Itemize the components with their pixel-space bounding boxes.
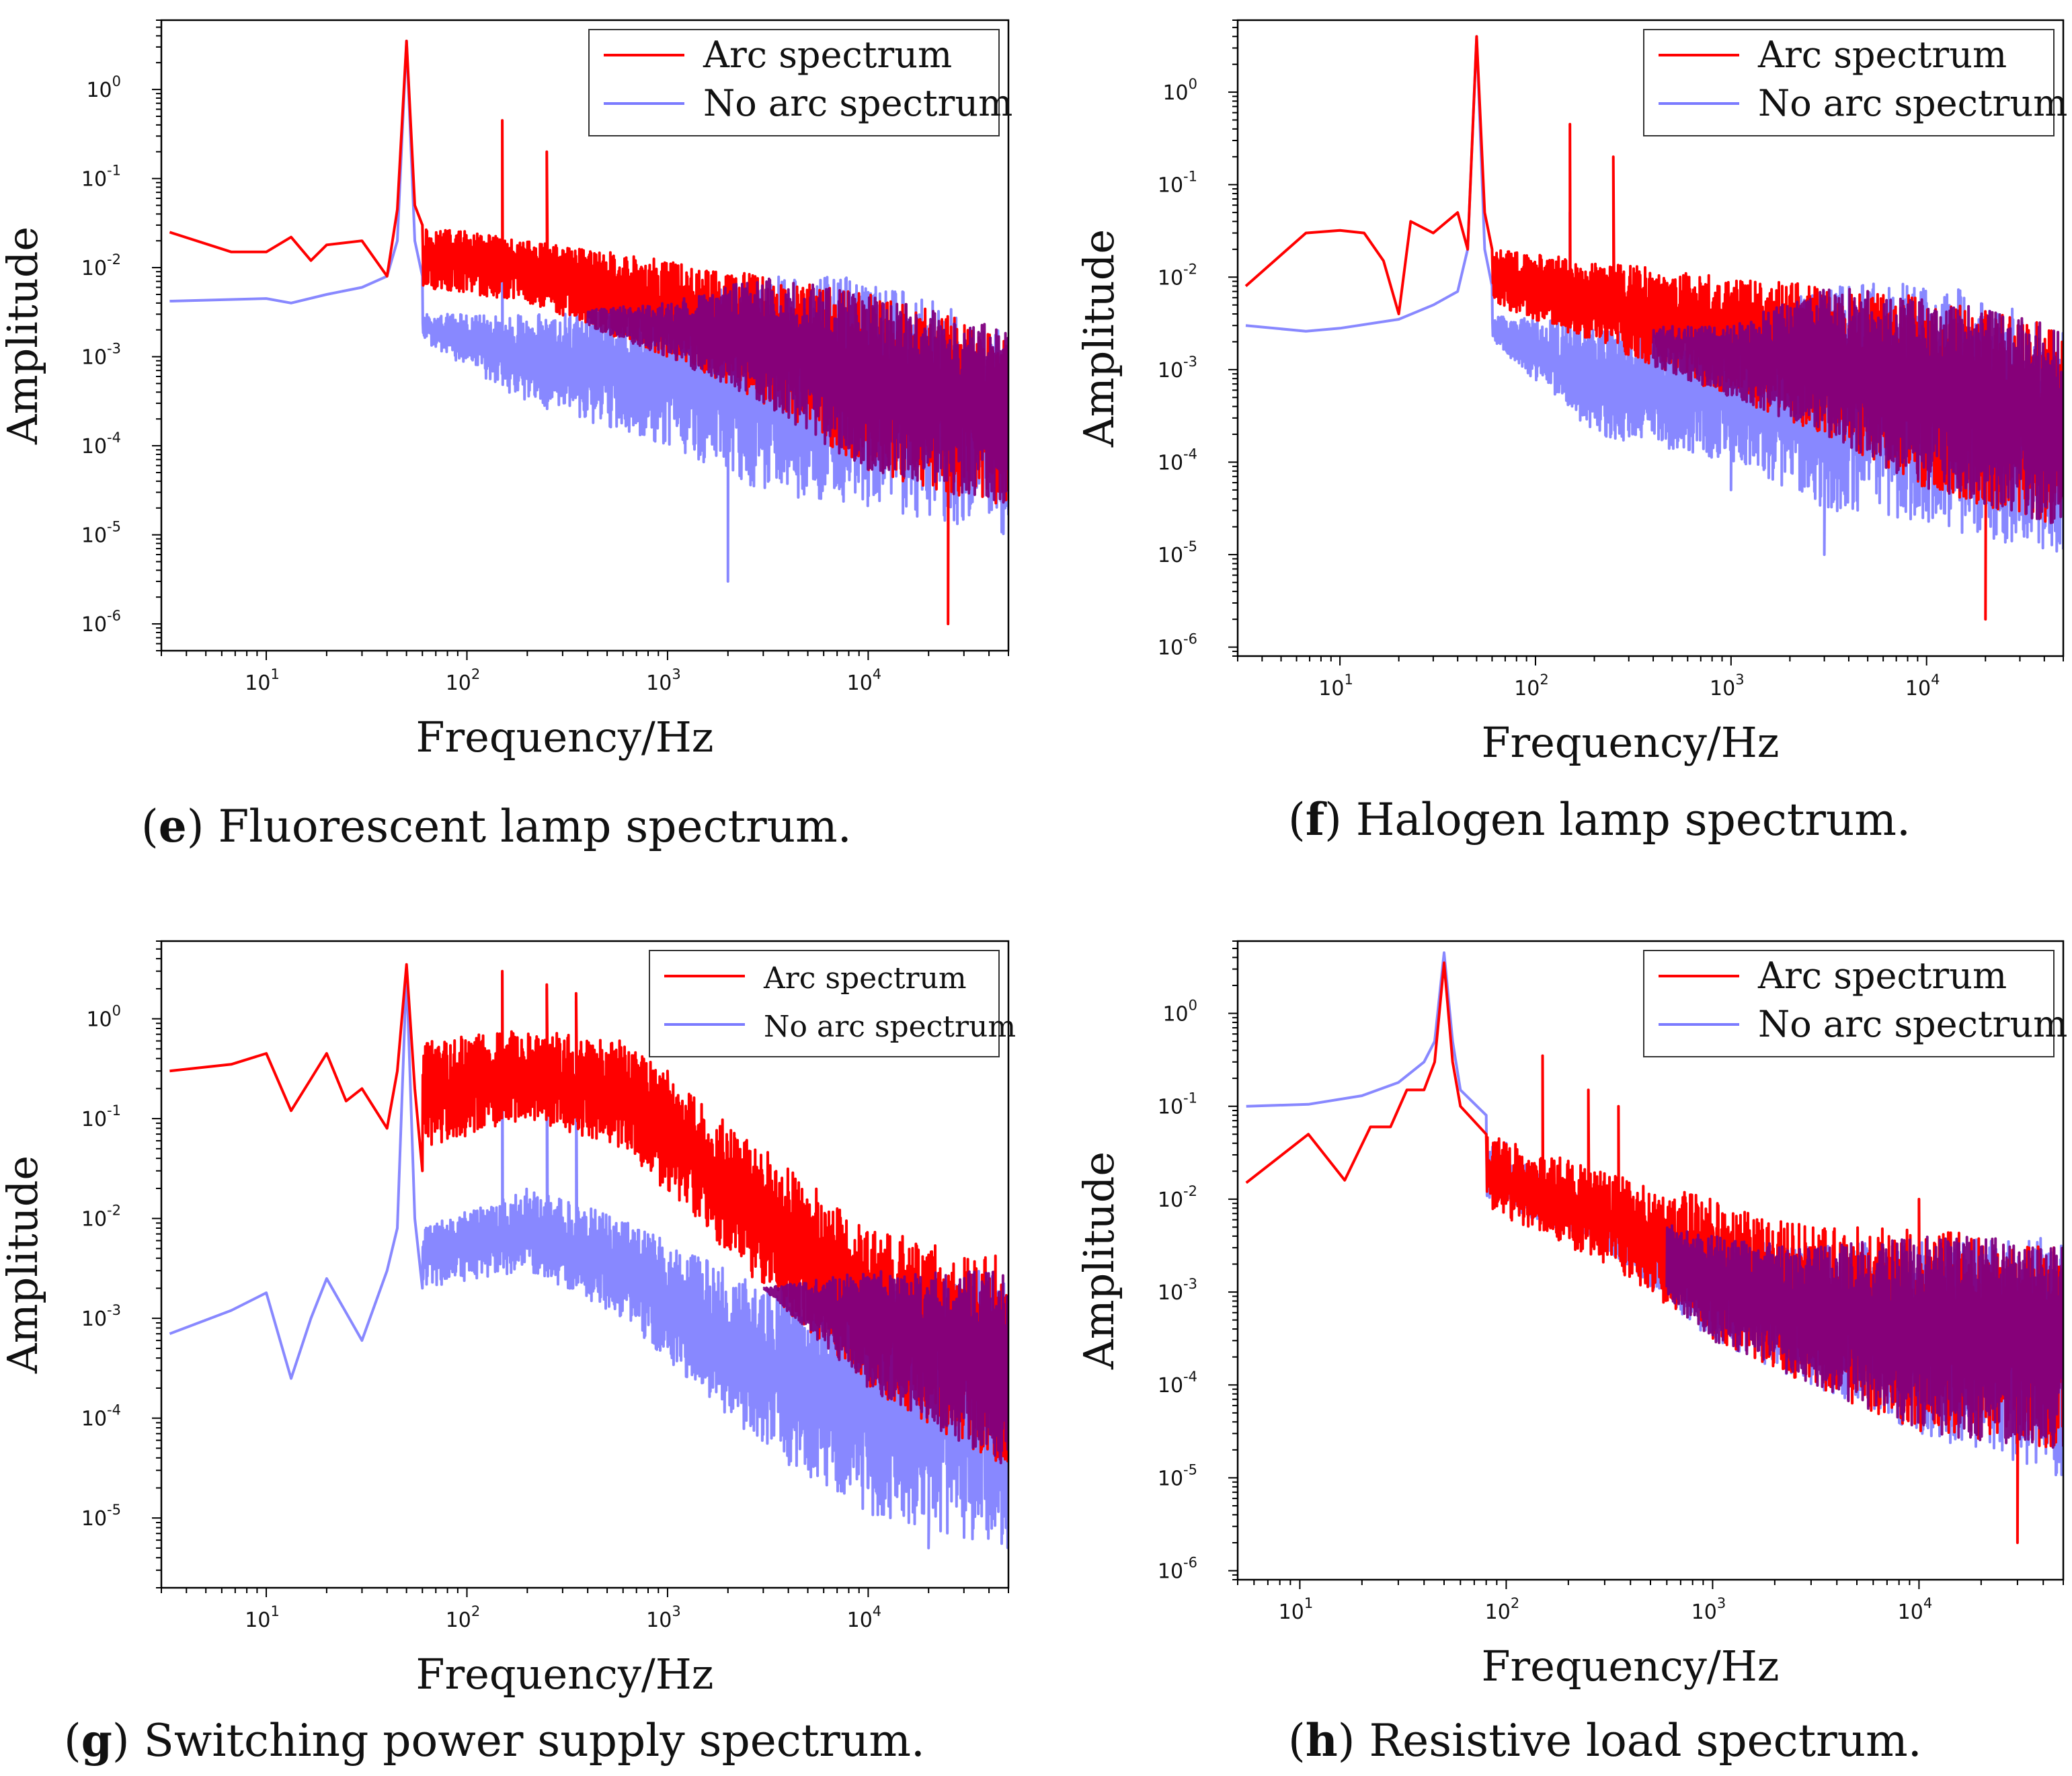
legend-label-noarc: No arc spectrum	[764, 1010, 1016, 1044]
y-tick-label: 10-4	[1158, 1369, 1197, 1398]
x-tick-label: 104	[847, 1603, 882, 1632]
plot-area	[1244, 35, 2063, 621]
caption-h: (h) Resistive load spectrum.	[1288, 1714, 1922, 1767]
caption-f: (f) Halogen lamp spectrum.	[1288, 793, 1911, 846]
x-tick-label: 103	[646, 1603, 681, 1632]
x-tick-label: 103	[1691, 1595, 1726, 1624]
y-tick-label: 100	[86, 73, 121, 102]
y-tick-label: 10-2	[1158, 261, 1197, 290]
x-tick-label: 101	[1318, 672, 1353, 700]
y-axis-label: Amplitude	[1074, 1152, 1123, 1370]
y-axis-label: Amplitude	[1074, 229, 1123, 448]
x-tick-label: 102	[446, 1603, 481, 1632]
legend-label-arc: Arc spectrum	[703, 34, 952, 76]
y-tick-label: 10-4	[1158, 446, 1197, 475]
legend: Arc spectrum No arc spectrum	[1643, 29, 2067, 136]
y-tick-label: 10-2	[1158, 1183, 1197, 1212]
y-tick-label: 10-5	[1158, 538, 1197, 567]
x-tick-label: 102	[446, 666, 481, 695]
y-tick-label: 10-3	[1158, 1276, 1197, 1305]
caption-letter: h	[1305, 1714, 1338, 1767]
y-tick-label: 10-1	[1158, 1090, 1197, 1119]
overlap-band	[1665, 1224, 2063, 1449]
overlap-band	[762, 1270, 1008, 1465]
legend: Arc spectrum No arc spectrum	[588, 29, 1012, 136]
plot-area	[169, 40, 1008, 626]
y-tick-label: 100	[1162, 76, 1197, 105]
chart-h: 101 102 103 104 100 10-1 10-2 10-3 10-4 10-5 10-6 F…	[1074, 940, 2067, 1691]
x-tick-label: 104	[1898, 1595, 1933, 1624]
chart-panel-h: 101 102 103 104 100 10-1 10-2 10-3 10-4 10-5 10-6 F…	[1036, 921, 2071, 1728]
x-axis-label: Frequency/Hz	[416, 1650, 714, 1699]
chart-f: 101 102 103 104 100 10-1 10-2 10-3 10-4 10-5 10-6 F…	[1074, 19, 2067, 767]
x-tick-label: 103	[1710, 672, 1745, 700]
y-tick-label: 10-3	[81, 1302, 121, 1331]
plot-frame	[160, 19, 1010, 652]
caption-text: Switching power supply spectrum.	[143, 1715, 925, 1767]
y-tick-label: 10-2	[81, 251, 121, 280]
caption-text: Resistive load spectrum.	[1369, 1715, 1922, 1767]
y-tick-label: 10-2	[81, 1203, 121, 1232]
plot-area	[1245, 951, 2063, 1544]
y-tick-label: 10-6	[1158, 1555, 1197, 1584]
chart-panel-g: 101 102 103 104 100 10-1 10-2 10-3 10-4 10-5 Frequ…	[0, 921, 1035, 1728]
x-tick-label: 104	[1905, 672, 1940, 700]
legend-label-noarc: No arc spectrum	[1758, 82, 2067, 124]
y-tick-label: 10-3	[1158, 354, 1197, 382]
legend-label-arc: Arc spectrum	[763, 961, 967, 996]
plot-frame	[160, 940, 1010, 1589]
x-tick-label: 103	[646, 666, 681, 695]
legend-label-arc: Arc spectrum	[1757, 34, 2007, 76]
caption-g: (g) Switching power supply spectrum.	[64, 1714, 925, 1767]
x-axis-label: Frequency/Hz	[1482, 1642, 1780, 1691]
x-tick-label: 102	[1485, 1595, 1520, 1624]
y-tick-label: 10-4	[81, 1402, 121, 1431]
y-tick-label: 10-6	[1158, 631, 1197, 660]
chart-panel-f: 101 102 103 104 100 10-1 10-2 10-3 10-4 10-5 10-6 F…	[1036, 0, 2071, 807]
y-tick-label: 10-5	[81, 1502, 121, 1531]
caption-e: (e) Fluorescent lamp spectrum.	[141, 800, 852, 852]
overlap-band	[1652, 288, 2063, 524]
caption-letter: f	[1305, 793, 1325, 846]
legend-box	[1643, 29, 2055, 136]
caption-text: Halogen lamp spectrum.	[1355, 794, 1911, 846]
x-tick-label: 101	[1279, 1595, 1314, 1624]
legend-label-noarc: No arc spectrum	[1758, 1003, 2067, 1045]
caption-letter: e	[158, 800, 187, 852]
legend: Arc spectrum No arc spectrum	[1643, 950, 2067, 1057]
y-tick-label: 100	[86, 1003, 121, 1032]
legend-label-arc: Arc spectrum	[1757, 955, 2007, 997]
legend-box	[1643, 950, 2055, 1057]
y-tick-label: 10-5	[81, 519, 121, 548]
legend-label-noarc: No arc spectrum	[703, 82, 1012, 124]
caption-letter: g	[81, 1714, 112, 1767]
caption-text: Fluorescent lamp spectrum.	[218, 801, 852, 852]
y-axis-label: Amplitude	[0, 1156, 47, 1374]
y-tick-label: 10-1	[1158, 169, 1197, 198]
x-axis-label: Frequency/Hz	[1482, 718, 1780, 767]
legend-box	[649, 950, 1000, 1057]
plot-area	[169, 963, 1008, 1549]
y-tick-label: 10-5	[1158, 1461, 1197, 1490]
x-tick-label: 104	[847, 666, 882, 695]
overlap-band	[586, 277, 1008, 504]
y-tick-label: 10-1	[81, 1102, 121, 1131]
chart-g: 101 102 103 104 100 10-1 10-2 10-3 10-4 10-5 Frequ…	[0, 940, 1016, 1699]
x-axis-label: Frequency/Hz	[416, 713, 714, 762]
legend-box	[588, 29, 1000, 136]
y-axis-label: Amplitude	[0, 227, 47, 445]
y-tick-label: 10-1	[81, 163, 121, 192]
x-tick-label: 101	[245, 1603, 280, 1632]
y-tick-label: 10-6	[81, 608, 121, 637]
plot-frame	[1236, 19, 2065, 657]
y-tick-label: 100	[1162, 998, 1197, 1026]
legend: Arc spectrum No arc spectrum	[649, 950, 1016, 1057]
y-tick-label: 10-4	[81, 430, 121, 458]
y-tick-label: 10-3	[81, 341, 121, 370]
chart-panel-e: 101 102 103 104 100 10-1 10-2 10-3 10-4 10-5 10-6 F…	[0, 0, 1035, 807]
x-tick-label: 101	[245, 666, 280, 695]
x-tick-label: 102	[1514, 672, 1549, 700]
chart-e: 101 102 103 104 100 10-1 10-2 10-3 10-4 10-5 10-6 F…	[0, 19, 1012, 762]
